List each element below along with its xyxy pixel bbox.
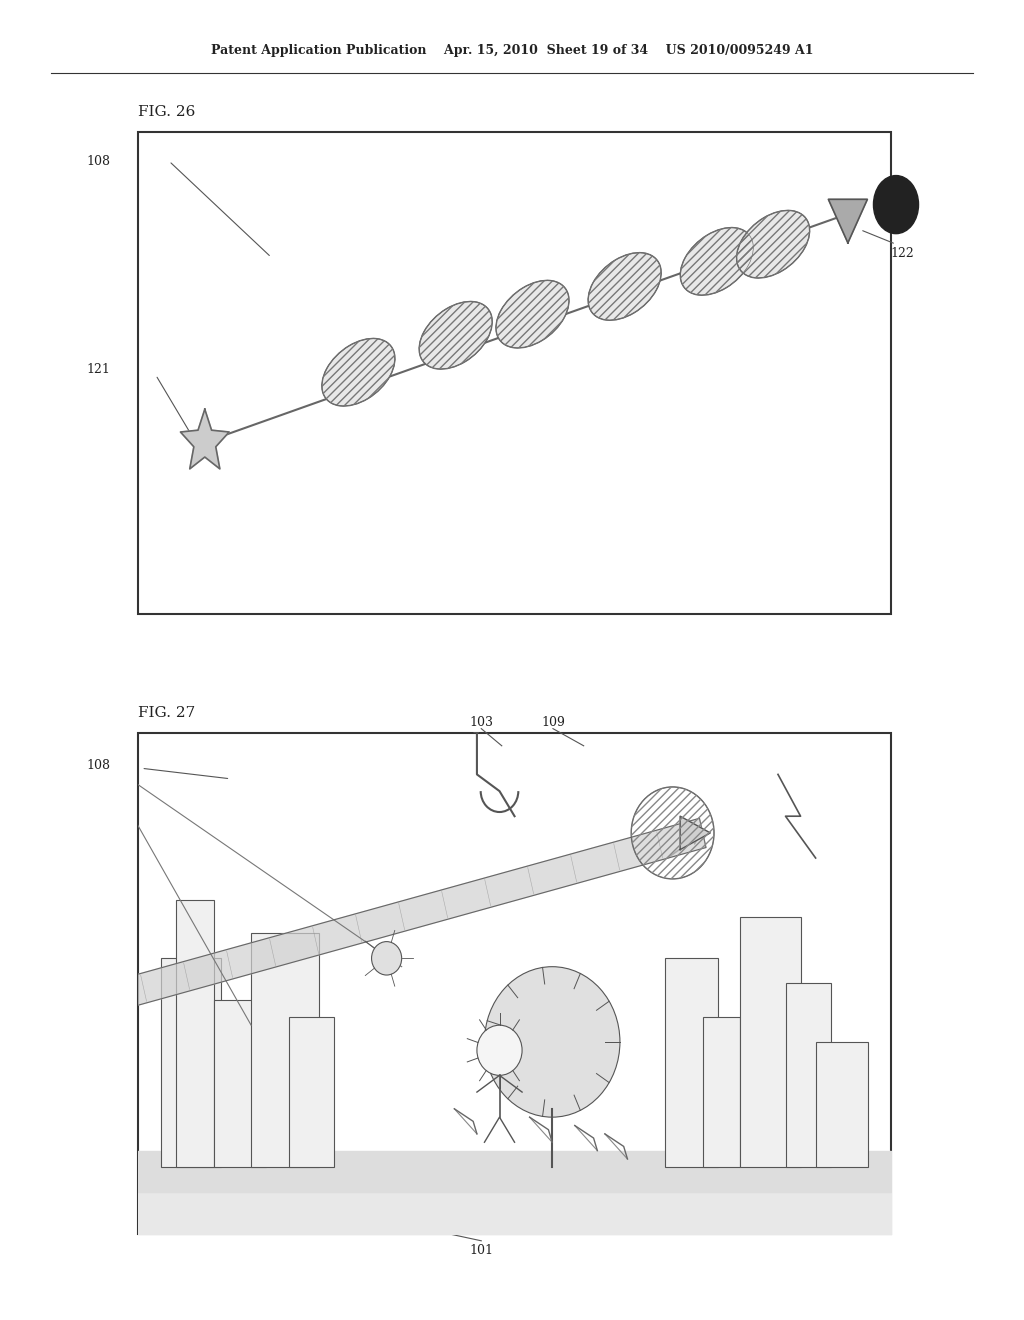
Ellipse shape (322, 338, 395, 407)
Bar (740, 916, 801, 1167)
Bar (251, 933, 318, 1167)
Ellipse shape (588, 252, 662, 321)
Text: 121: 121 (87, 363, 111, 376)
Bar (702, 1016, 740, 1167)
Bar (785, 983, 830, 1167)
Bar (815, 1041, 868, 1167)
Polygon shape (828, 199, 867, 243)
Circle shape (372, 941, 401, 975)
Polygon shape (97, 818, 706, 1015)
Bar (176, 900, 214, 1167)
Bar (138, 132, 891, 614)
Ellipse shape (496, 280, 569, 348)
Bar (138, 733, 891, 1234)
Text: FIG. 27: FIG. 27 (138, 706, 196, 719)
Bar (161, 958, 221, 1167)
Text: 122: 122 (891, 247, 914, 260)
Ellipse shape (680, 227, 754, 296)
Bar (666, 958, 718, 1167)
Bar (289, 1016, 334, 1167)
Text: 101: 101 (469, 1243, 494, 1257)
Polygon shape (680, 816, 711, 850)
Text: FIG. 26: FIG. 26 (138, 106, 196, 119)
Ellipse shape (736, 210, 810, 279)
Ellipse shape (419, 301, 493, 370)
Circle shape (477, 1026, 522, 1076)
Circle shape (484, 966, 620, 1117)
Bar (214, 1001, 266, 1167)
Text: Patent Application Publication    Apr. 15, 2010  Sheet 19 of 34    US 2010/00952: Patent Application Publication Apr. 15, … (211, 44, 813, 57)
Text: 103: 103 (469, 715, 494, 729)
Text: 108: 108 (87, 759, 111, 772)
Polygon shape (180, 409, 229, 469)
Text: 109: 109 (541, 715, 565, 729)
Text: 108: 108 (87, 154, 111, 168)
Circle shape (873, 176, 919, 234)
